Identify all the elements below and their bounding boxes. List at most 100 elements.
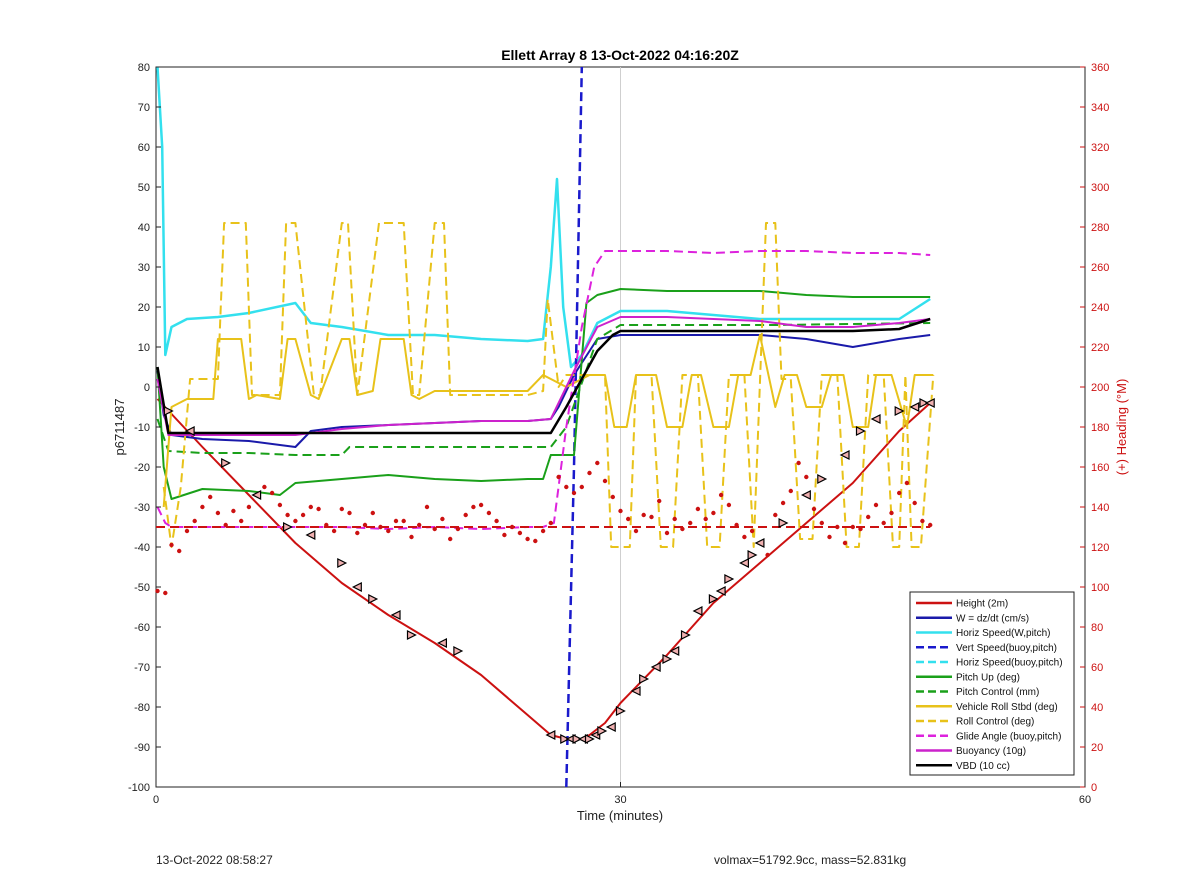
height-marker: [715, 586, 726, 596]
series-heading-samples-point: [850, 524, 855, 530]
height-marker: [839, 450, 850, 460]
series-heading-samples-point: [486, 510, 492, 516]
legend-label: Vehicle Roll Stbd (deg): [956, 702, 1058, 713]
series-heading-samples-point: [897, 490, 902, 496]
series-heading-samples-point: [610, 494, 615, 500]
height-marker: [747, 550, 758, 560]
series-heading-samples-point: [401, 518, 406, 524]
series-heading-samples-point: [633, 528, 639, 534]
height-marker: [754, 538, 765, 548]
left-tick-label: -10: [134, 422, 150, 434]
series-vbd-10-cc: [156, 317, 931, 435]
left-tick-label: -90: [134, 742, 150, 754]
series-heading-samples-point: [928, 522, 933, 528]
series-heading-samples-point: [726, 502, 732, 508]
series-heading-samples-point: [502, 532, 507, 538]
series-heading-samples-point: [773, 512, 778, 518]
legend-label: VBD (10 cc): [956, 761, 1010, 772]
right-tick-label: 80: [1091, 622, 1103, 634]
series-heading-samples-point: [231, 508, 236, 514]
series-heading-samples-point: [571, 490, 577, 496]
right-tick-label: 60: [1091, 662, 1103, 674]
height-marker: [305, 530, 316, 540]
legend-label: Height (2m): [956, 599, 1008, 610]
right-tick-label: 260: [1091, 262, 1109, 274]
series-heading-samples-point: [618, 508, 623, 514]
series-heading-samples-point: [718, 492, 724, 498]
height-marker: [221, 458, 232, 468]
series-heading-samples-point: [749, 528, 755, 534]
series-heading-samples-point: [788, 488, 793, 494]
series-heading-samples-point: [223, 522, 228, 528]
left-tick-label: 30: [138, 262, 150, 274]
height-marker: [680, 630, 691, 640]
series-heading-samples-point: [556, 474, 561, 480]
series-heading-samples-point: [269, 490, 275, 496]
series-heading-samples-point: [355, 530, 360, 536]
series-heading-samples-point: [688, 520, 693, 526]
right-tick-label: 100: [1091, 582, 1109, 594]
left-tick-label: -20: [134, 462, 150, 474]
legend: Height (2m) W = dz/dt (cm/s) Horiz Speed(W…: [909, 591, 1075, 776]
height-marker: [437, 638, 447, 648]
left-tick-label: 10: [138, 342, 150, 354]
series-heading-samples-point: [842, 540, 848, 546]
series-heading-samples-point: [796, 460, 801, 466]
right-tick-label: 40: [1091, 702, 1103, 714]
series-heading-samples-point: [417, 522, 422, 528]
legend-label: Horiz Speed(buoy,pitch): [956, 658, 1063, 669]
x-tick-label: 60: [1079, 794, 1091, 806]
series-heading-samples-point: [579, 484, 584, 490]
right-tick-label: 280: [1091, 222, 1109, 234]
height-marker: [630, 686, 641, 696]
series-heading-samples-point: [889, 510, 894, 516]
series-heading-samples-point: [835, 524, 840, 530]
series-heading-samples-point: [649, 514, 654, 520]
series-heading-samples-point: [246, 504, 252, 510]
height-marker: [597, 726, 608, 736]
series-heading-samples-point: [215, 510, 221, 516]
height-marker: [778, 518, 789, 528]
right-tick-label: 200: [1091, 382, 1109, 394]
series-heading-samples-point: [912, 500, 917, 506]
series-heading-samples-point: [478, 502, 484, 508]
series-heading-samples-point: [873, 502, 879, 508]
series-heading-samples-point: [277, 502, 283, 508]
height-marker: [919, 398, 930, 408]
legend-label: Vert Speed(buoy,pitch): [956, 643, 1057, 654]
series-heading-samples-point: [262, 484, 267, 490]
left-tick-label: -70: [134, 662, 150, 674]
right-tick-label: 20: [1091, 742, 1103, 754]
series-heading-samples-point: [239, 518, 244, 524]
series-heading-samples-point: [463, 512, 468, 518]
series-heading-samples-point: [827, 534, 832, 540]
left-tick-label: -50: [134, 582, 150, 594]
height-marker: [870, 414, 881, 424]
legend-label: Horiz Speed(W,pitch): [956, 628, 1050, 639]
left-tick-label: 50: [138, 182, 150, 194]
height-marker: [669, 646, 680, 656]
height-marker: [163, 406, 174, 416]
series-heading-samples-point: [177, 548, 182, 554]
legend-label: Pitch Up (deg): [956, 672, 1020, 683]
left-tick-label: 80: [138, 62, 150, 74]
series-heading-samples-point: [657, 498, 662, 504]
series-heading-samples-point: [587, 470, 592, 476]
height-marker: [251, 490, 262, 500]
left-tick-label: 70: [138, 102, 150, 114]
height-marker: [724, 574, 735, 584]
series-heading-samples-point: [804, 474, 809, 480]
series-heading-samples-point: [386, 528, 391, 534]
series-heading-samples-point: [184, 528, 190, 534]
height-marker: [739, 558, 750, 568]
footer-vehicle-info: volmax=51792.9cc, mass=52.831kg: [714, 853, 907, 867]
height-marker: [283, 522, 293, 532]
left-tick-label: 60: [138, 142, 150, 154]
series-horiz-speed-w-pitch: [156, 66, 931, 369]
height-marker: [390, 610, 401, 620]
height-marker: [560, 734, 571, 744]
series-pitch-up-deg: [156, 288, 931, 500]
right-tick-label: 300: [1091, 182, 1109, 194]
legend-label: Buoyancy (10g): [956, 746, 1026, 757]
series-heading-samples-point: [602, 478, 608, 484]
